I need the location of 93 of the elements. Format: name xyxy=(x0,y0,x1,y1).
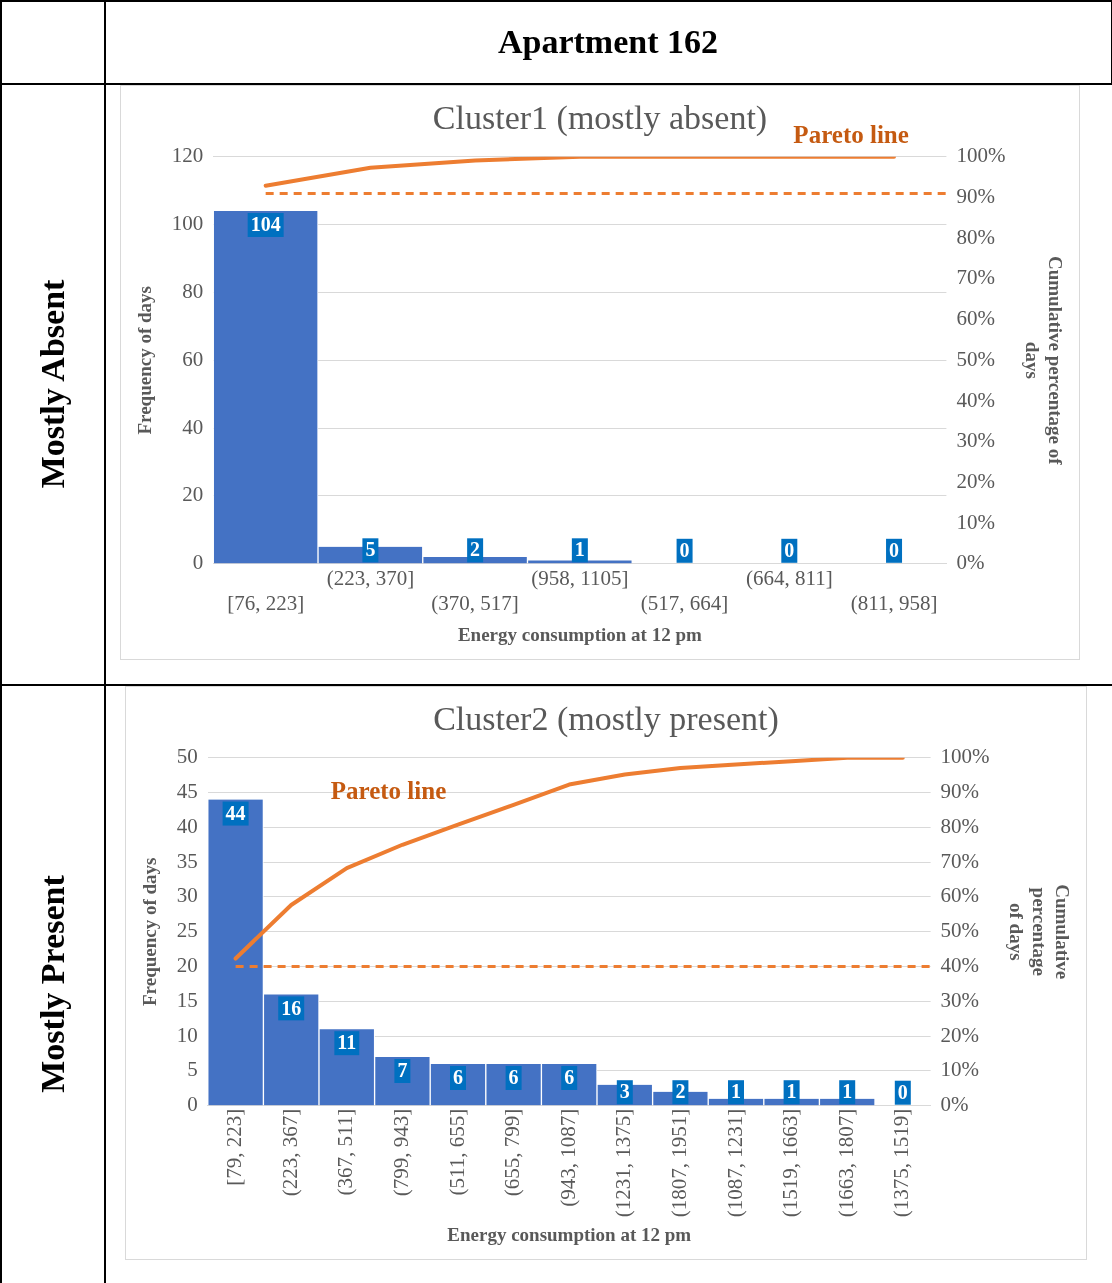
data-label: 3 xyxy=(619,1080,630,1103)
text: Mostly Present xyxy=(34,875,72,1093)
y2-tick-label: 40% xyxy=(956,387,995,412)
data-label: 6 xyxy=(453,1066,463,1089)
y-tick-label: 120 xyxy=(171,143,204,168)
y-tick-label: 100 xyxy=(171,211,204,236)
y2-tick-label: 0% xyxy=(956,550,985,575)
y-tick-label: 0 xyxy=(187,1092,198,1117)
y2-tick-label: 100% xyxy=(956,143,1006,168)
y-axis-title: Frequency of days xyxy=(134,286,156,435)
y2-tick-label: 20% xyxy=(940,1022,980,1047)
y2-tick-label: 10% xyxy=(940,1057,980,1082)
y-tick-label: 80 xyxy=(182,278,204,303)
y-tick-label: 20 xyxy=(182,482,204,507)
x-tick-label: (370, 517] xyxy=(431,591,519,616)
chart-title: Cluster2 (mostly present) xyxy=(433,700,779,739)
y2-tick-label: 0% xyxy=(940,1092,969,1117)
data-label: 2 xyxy=(675,1080,686,1103)
y2-tick-label: 30% xyxy=(940,987,980,1012)
text: Apartment 162 xyxy=(497,21,719,62)
data-label: 104 xyxy=(250,213,281,236)
data-label: 11 xyxy=(337,1031,357,1054)
y2-tick-label: 20% xyxy=(956,468,995,493)
y2-tick-label: 70% xyxy=(956,265,995,290)
x-tick-label: (811, 958] xyxy=(850,591,938,616)
y2-tick-label: 80% xyxy=(940,813,980,838)
data-label: 6 xyxy=(564,1066,575,1089)
data-label: 6 xyxy=(508,1066,519,1089)
x-axis-title: Energy consumption at 12 pm xyxy=(457,623,702,645)
y-tick-label: 50 xyxy=(176,744,198,769)
x-tick-label: (1375, 1519] xyxy=(889,1108,914,1218)
x-tick-label: (664, 811] xyxy=(745,565,833,590)
data-label: 0 xyxy=(679,538,690,561)
y-tick-label: 10 xyxy=(176,1022,198,1047)
x-tick-label: (655, 799] xyxy=(500,1108,525,1197)
text: Pareto line xyxy=(793,120,909,148)
y2-tick-label: 70% xyxy=(940,848,980,873)
y2-tick-label: 10% xyxy=(956,509,995,534)
x-tick-label: [79, 223] xyxy=(222,1108,247,1186)
y-axis-title: Frequency of days xyxy=(139,857,161,1006)
data-label: 0 xyxy=(784,538,795,561)
data-label: 7 xyxy=(397,1059,408,1082)
data-label: 2 xyxy=(470,538,481,561)
x-tick-label: [76, 223] xyxy=(227,591,305,616)
y-tick-label: 25 xyxy=(176,918,198,943)
chart-title: Cluster1 (mostly absent) xyxy=(432,99,768,138)
y2-tick-label: 40% xyxy=(940,953,980,978)
x-tick-label: (1663, 1807] xyxy=(833,1108,858,1218)
y-tick-label: 0 xyxy=(192,550,204,575)
data-label: 1 xyxy=(731,1080,742,1103)
data-label: 1 xyxy=(786,1080,797,1103)
x-tick-label: (958, 1105] xyxy=(531,565,629,590)
annotation: Pareto line xyxy=(330,777,447,805)
y-tick-label: 15 xyxy=(176,987,198,1012)
y2-tick-label: 50% xyxy=(956,346,995,371)
y2-tick-label: 80% xyxy=(956,224,995,249)
y2-axis-title: Cumulative percentage of days xyxy=(1021,255,1066,466)
data-label: 16 xyxy=(281,996,302,1019)
x-tick-label: (517, 664] xyxy=(640,591,729,616)
data-label: 1 xyxy=(574,538,585,561)
data-label: 44 xyxy=(225,801,246,824)
y-tick-label: 45 xyxy=(176,779,198,804)
y-tick-label: 5 xyxy=(187,1057,198,1082)
y-tick-label: 60 xyxy=(182,346,204,371)
y-tick-label: 40 xyxy=(176,813,198,838)
y-tick-label: 40 xyxy=(182,414,204,439)
x-tick-label: (1807, 1951] xyxy=(666,1108,691,1218)
data-label: 5 xyxy=(365,538,376,561)
x-axis-title: Energy consumption at 12 pm xyxy=(447,1223,692,1245)
y-tick-label: 20 xyxy=(176,953,198,978)
data-label: 0 xyxy=(897,1080,908,1103)
y2-tick-label: 100% xyxy=(940,744,990,769)
x-tick-label: (367, 511] xyxy=(333,1108,358,1196)
data-label: 1 xyxy=(842,1080,853,1103)
y-tick-label: 35 xyxy=(176,848,198,873)
x-tick-label: (223, 370] xyxy=(326,565,415,590)
y2-axis-title: Cumulative percentage of days xyxy=(1006,884,1073,980)
x-tick-label: (223, 367] xyxy=(277,1108,302,1197)
y2-tick-label: 30% xyxy=(956,428,995,453)
text: Mostly Absent xyxy=(34,279,72,489)
x-tick-label: (1231, 1375] xyxy=(611,1108,636,1218)
x-tick-label: (943, 1087] xyxy=(555,1108,580,1207)
x-tick-label: (1087, 1231] xyxy=(722,1108,747,1218)
x-tick-label: (799, 943] xyxy=(388,1108,413,1197)
y2-tick-label: 50% xyxy=(940,918,980,943)
y2-tick-label: 60% xyxy=(940,883,980,908)
x-tick-label: (511, 655] xyxy=(444,1108,469,1196)
data-label: 0 xyxy=(889,538,900,561)
y2-tick-label: 60% xyxy=(956,306,995,331)
y-tick-label: 30 xyxy=(176,883,198,908)
y2-tick-label: 90% xyxy=(956,184,995,209)
y2-tick-label: 90% xyxy=(940,779,980,804)
x-tick-label: (1519, 1663] xyxy=(778,1108,803,1218)
